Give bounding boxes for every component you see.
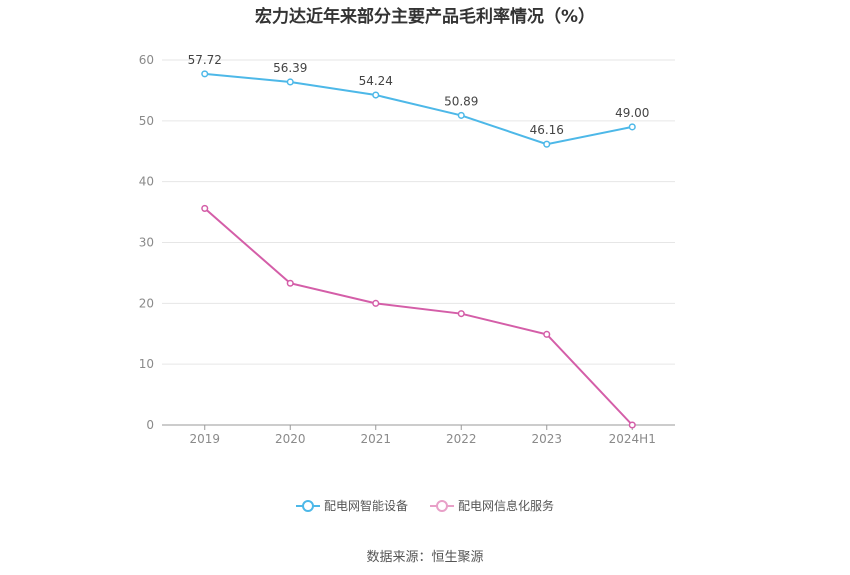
data-point	[372, 91, 380, 99]
data-source: 数据来源：恒生聚源	[366, 550, 484, 565]
legend: 配电网智能设备 配电网信息化服务	[0, 497, 850, 514]
y-tick-label: 30	[139, 236, 154, 250]
series-line-1	[204, 72, 633, 146]
axes: 0 10 20 30 40 50 60 2019 2020 2021 2022 2023 2024H1	[139, 53, 675, 446]
data-label: 49.00	[615, 106, 649, 120]
chart-title: 宏力达近年来部分主要产品毛利率情况（%）	[254, 7, 596, 27]
x-tick-label: 2021	[360, 432, 391, 446]
y-tick-label: 20	[139, 296, 154, 310]
y-tick-label: 50	[139, 114, 154, 128]
data-label: 46.16	[530, 123, 564, 137]
legend-label-series-2: 配电网信息化服务	[458, 499, 555, 513]
data-point	[543, 330, 551, 338]
x-tick-label: 2019	[189, 432, 220, 446]
x-tick-label: 2023	[531, 432, 562, 446]
data-point	[201, 70, 209, 78]
data-point	[457, 310, 465, 318]
data-label: 54.24	[359, 74, 393, 88]
legend-swatch-1-icon	[295, 499, 320, 512]
data-labels: 57.72 56.39 54.24 50.89 46.16 49.00	[188, 53, 650, 137]
data-label: 57.72	[188, 53, 222, 67]
y-tick-label: 40	[139, 175, 154, 189]
data-label: 56.39	[273, 61, 307, 75]
y-tick-label: 10	[139, 357, 154, 371]
y-tick-label: 0	[146, 418, 154, 432]
series-line-2	[204, 207, 633, 426]
data-point	[286, 279, 294, 287]
x-tick-label: 2020	[275, 432, 306, 446]
series-lines	[201, 70, 636, 429]
data-point	[372, 299, 380, 307]
data-point	[457, 111, 465, 119]
data-point	[628, 123, 636, 131]
legend-label-series-1: 配电网智能设备	[323, 499, 408, 513]
data-label: 50.89	[444, 94, 478, 108]
x-tick-label: 2022	[446, 432, 477, 446]
gridlines	[162, 59, 675, 365]
data-point	[543, 140, 551, 148]
data-point	[201, 204, 209, 212]
data-point	[628, 421, 636, 429]
data-point	[286, 78, 294, 86]
legend-swatch-2-icon	[430, 499, 454, 512]
y-tick-label: 60	[139, 53, 154, 67]
x-tick-label: 2024H1	[609, 432, 656, 446]
legend-item-series-2[interactable]: 配电网信息化服务	[430, 497, 554, 514]
legend-item-series-1[interactable]: 配电网智能设备	[295, 497, 408, 514]
